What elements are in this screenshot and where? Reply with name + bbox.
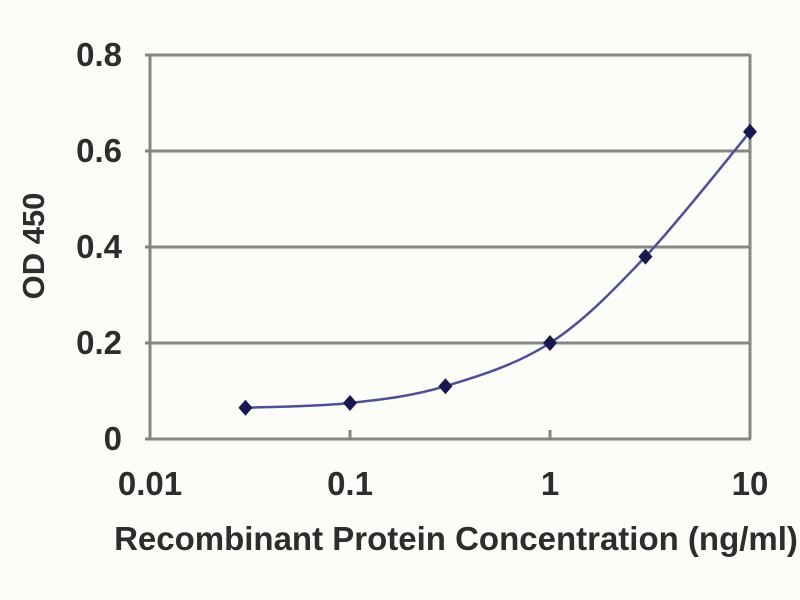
y-tick-label-0.6: 0.6 <box>76 132 122 169</box>
x-axis-title: Recombinant Protein Concentration (ng/ml… <box>114 520 798 557</box>
x-tick-label-10: 10 <box>731 465 769 502</box>
series-line <box>245 130 751 410</box>
x-tick-label-0.1: 0.1 <box>327 465 373 502</box>
data-point-marker-3 <box>638 248 653 265</box>
y-tick-label-0.4: 0.4 <box>76 228 122 265</box>
x-tick-label-0.01: 0.01 <box>117 465 183 502</box>
y-tick-label-0.8: 0.8 <box>76 36 122 73</box>
y-tick-label-0.2: 0.2 <box>76 324 122 361</box>
y-tick-label-0: 0 <box>103 420 122 457</box>
data-point-marker-0.3 <box>438 378 453 395</box>
data-point-marker-10 <box>743 123 757 140</box>
x-tick-label-1: 1 <box>540 465 560 502</box>
y-axis-title: OD 450 <box>16 192 51 300</box>
data-point-marker-1 <box>543 335 557 351</box>
data-point-marker-0.03 <box>238 399 253 416</box>
data-point-marker-0.1 <box>343 395 357 411</box>
